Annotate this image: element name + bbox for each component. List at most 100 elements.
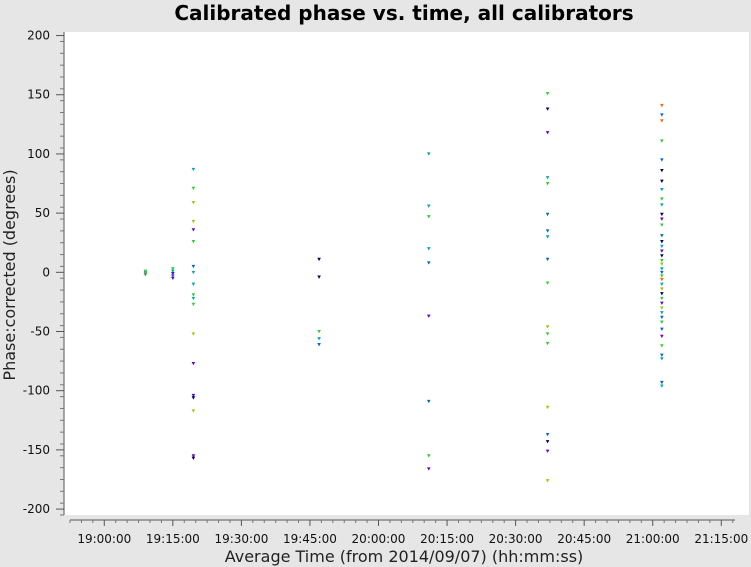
data-point [191,409,196,413]
data-point [660,258,664,263]
data-point [171,269,175,273]
y-tick-label: 200 [27,29,50,43]
data-point [317,343,321,347]
data-point [545,182,550,186]
data-point [660,249,664,253]
data-point [426,467,431,471]
data-point [545,433,550,437]
data-point [660,139,664,143]
data-point [660,292,664,296]
x-tick-label: 21:15:00 [694,532,748,546]
data-point [426,399,431,404]
data-point [660,262,664,266]
data-point [545,332,550,336]
data-point [660,119,664,123]
data-point [660,169,664,173]
data-point [660,187,664,192]
data-point [426,247,431,251]
data-point [171,272,175,276]
data-point [660,244,664,249]
x-tick-label: 20:00:00 [352,532,406,546]
data-point [317,257,321,262]
data-point [191,332,196,336]
data-point [545,107,550,111]
data-point [317,337,321,341]
data-point [426,454,431,458]
x-tick-label: 19:15:00 [146,532,200,546]
data-point [191,396,196,400]
x-tick-label: 19:00:00 [77,532,131,546]
x-tick-label: 20:15:00 [420,532,474,546]
y-tick-label: -100 [23,384,50,398]
data-point [660,223,664,227]
y-tick-label: -200 [23,502,50,516]
data-point [660,277,664,282]
data-point [660,344,664,348]
data-point [545,479,550,483]
data-point [317,275,321,279]
y-tick-label: 0 [42,265,50,279]
y-tick-label: 150 [27,88,50,102]
data-point [191,264,196,269]
data-point [660,327,664,331]
data-point [545,405,550,410]
data-point [660,240,664,244]
data-point [660,270,664,275]
data-point [426,261,431,265]
data-point [426,314,431,318]
x-tick-label: 19:45:00 [283,532,337,546]
x-axis-label: Average Time (from 2014/09/07) (hh:mm:ss… [225,547,584,566]
data-point [171,267,175,271]
data-point [660,103,664,108]
data-point [660,254,664,258]
y-axis-label: Phase:corrected (degrees) [0,169,19,380]
data-point [171,276,175,281]
data-point [660,380,664,385]
data-point [545,449,550,453]
data-point [545,281,550,285]
data-point [660,301,664,305]
y-tick-label: 100 [27,147,50,161]
data-points [143,92,664,483]
data-point [660,197,664,201]
data-point [545,212,550,217]
data-point [143,273,148,277]
data-point [545,92,550,96]
data-point [660,315,664,320]
data-point [191,219,196,224]
data-point [660,158,664,162]
data-point [660,203,664,207]
data-point [191,454,196,458]
data-point [660,306,664,310]
data-point [191,167,196,172]
x-axis: 19:00:00 19:15:00 19:30:00 19:45:00 20:00:00… [69,519,748,546]
data-point [660,234,664,238]
x-tick-label: 21:00:00 [626,532,680,546]
data-point [426,215,431,219]
data-point [545,235,550,239]
data-point [191,296,196,301]
data-point [660,334,664,339]
data-point [191,393,196,398]
data-point [545,325,550,329]
data-point [191,270,196,275]
data-point [660,357,664,361]
x-tick-label: 19:30:00 [214,532,268,546]
data-point [545,341,550,346]
x-tick-label: 20:45:00 [557,532,611,546]
data-point [191,200,196,205]
data-point [545,257,550,262]
data-point [660,217,664,221]
x-tick-label: 20:30:00 [489,532,543,546]
data-point [191,186,196,191]
data-point [660,282,664,286]
data-point [191,240,196,244]
chart-title: Calibrated phase vs. time, all calibrato… [174,1,633,25]
data-point [143,269,148,273]
data-point [426,152,431,156]
data-point [660,179,664,183]
data-point [191,293,196,297]
data-point [660,287,664,291]
data-point [660,267,664,271]
